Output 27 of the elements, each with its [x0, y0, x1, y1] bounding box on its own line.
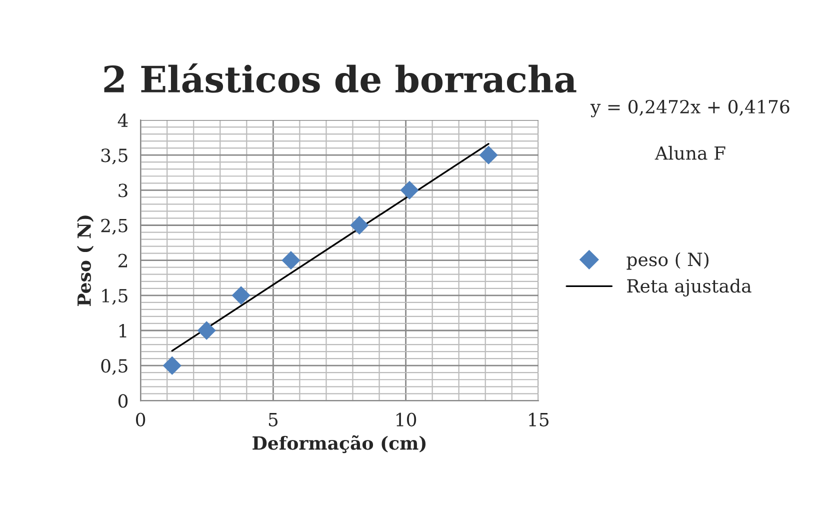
y-axis-title: Peso ( N) — [77, 216, 94, 306]
y-tick-label: 1 — [119, 324, 126, 338]
point — [282, 251, 300, 270]
point — [400, 180, 419, 200]
y-tick-label: 3 — [118, 184, 128, 198]
y-tick-label: 0,5 — [101, 359, 128, 375]
y-tick-label: 2 — [118, 254, 127, 268]
x-tick-label: 0 — [136, 412, 146, 426]
legend-label: Reta ajustada — [627, 278, 752, 296]
x-axis-title: Deformação (cm) — [252, 435, 426, 454]
y-tick-label: 2,5 — [101, 218, 128, 235]
x-tick-label: 5 — [268, 413, 278, 426]
text: y = 0,2472x + 0,4176 — [590, 100, 790, 118]
point — [350, 216, 369, 235]
y-tick-label: 1,5 — [102, 288, 128, 305]
y-tick-label: 3,5 — [101, 148, 128, 164]
chart-title: 2 Elásticos de borracha — [104, 63, 576, 93]
y-tick-label: 0 — [118, 394, 128, 408]
legend-label: peso ( N) — [626, 252, 708, 270]
point — [232, 286, 250, 305]
text: Aluna F — [654, 146, 726, 160]
point — [197, 321, 216, 340]
x-tick-label: 10 — [396, 412, 416, 426]
x-tick-label: 15 — [529, 412, 549, 426]
point — [162, 356, 182, 375]
y-tick-label: 4 — [118, 113, 128, 127]
point — [479, 146, 498, 164]
